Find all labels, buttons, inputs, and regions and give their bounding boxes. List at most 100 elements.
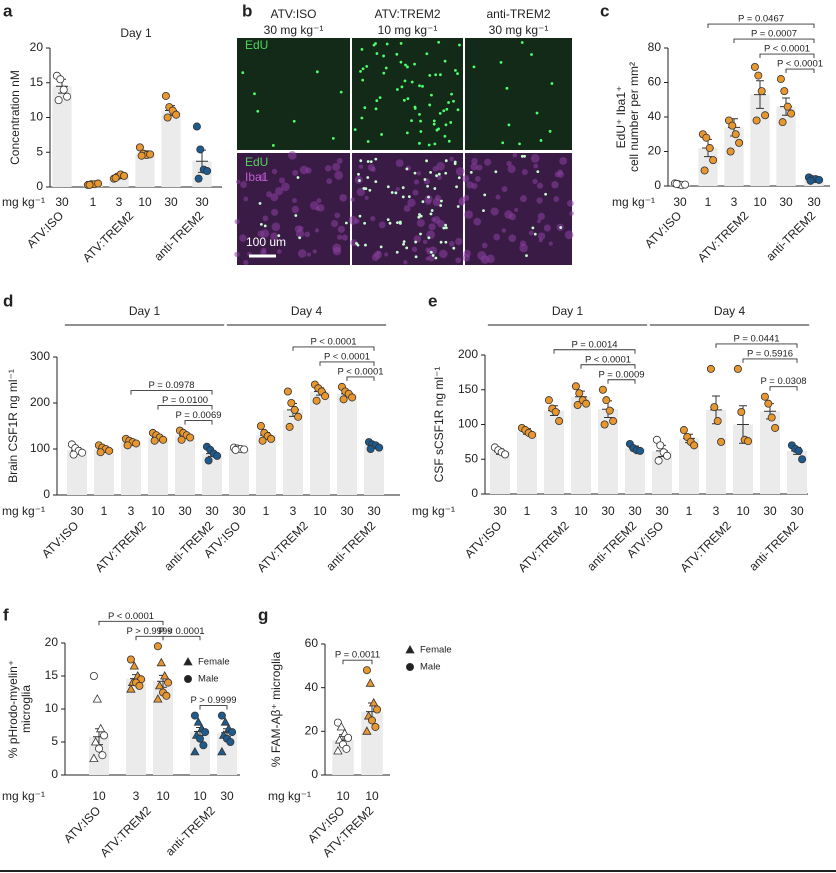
data-point (267, 434, 276, 443)
edu-cell (483, 193, 487, 197)
microglia (537, 212, 545, 220)
data-point (709, 156, 718, 165)
x-tick-label: 3 (128, 504, 135, 518)
microglia (239, 234, 247, 242)
y-tick-label: 60 (305, 636, 319, 650)
edu-cell (263, 224, 267, 228)
edu-cell (398, 220, 402, 224)
significance-bracket (135, 635, 164, 641)
edu-cell (402, 242, 405, 246)
edu-cell (405, 167, 409, 171)
data-point (120, 171, 129, 180)
data-point (731, 130, 740, 139)
p-value: P < 0.0001 (108, 611, 154, 622)
data-point (201, 728, 210, 737)
microglia (271, 168, 278, 175)
data-point (90, 736, 101, 746)
bar (310, 391, 330, 495)
group-label: ATV:TREM2 (254, 518, 311, 575)
microglia (314, 228, 320, 233)
data-point (59, 85, 68, 94)
microglia (292, 169, 299, 176)
bar (760, 411, 780, 494)
edu-cell (375, 52, 379, 55)
edu-cell (501, 141, 505, 145)
edu-cell (357, 172, 360, 176)
data-point (321, 392, 330, 401)
edu-cell (372, 43, 376, 47)
significance-bracket (759, 53, 815, 59)
scale-bar-label: 100 um (246, 235, 286, 249)
significance-bracket (742, 358, 798, 363)
microglia (455, 167, 465, 176)
y-axis-label: cell number per mm² (627, 62, 641, 172)
x-axis-label: mg kg⁻¹ (268, 789, 311, 803)
column-title: ATV:TREM2 (374, 7, 440, 21)
microglia (426, 249, 432, 255)
microglia (519, 243, 528, 253)
significance-bracket (346, 376, 375, 381)
edu-cell (429, 250, 433, 254)
microglia (436, 174, 442, 180)
edu-cell (413, 62, 416, 66)
data-point (344, 733, 353, 742)
edu-cell (366, 140, 370, 143)
edu-cell (399, 41, 403, 45)
y-tick-label: 0 (471, 486, 478, 500)
panel-letter: a (3, 1, 13, 20)
data-point (160, 670, 170, 680)
edu-cell (419, 232, 422, 236)
data-point (85, 180, 94, 189)
microglia (354, 218, 360, 224)
microglia (336, 234, 343, 240)
x-tick-label: 10 (156, 789, 170, 803)
x-tick-label: 3 (116, 195, 123, 209)
bar (776, 106, 796, 186)
data-point (54, 96, 63, 105)
microglia (411, 246, 418, 253)
data-point (177, 435, 186, 444)
x-axis-label: mg kg⁻¹ (612, 195, 655, 209)
data-point (672, 179, 681, 188)
edu-cell (435, 174, 438, 178)
data-point (98, 751, 107, 760)
data-point (135, 143, 144, 152)
data-point (778, 118, 787, 127)
microglia (480, 255, 490, 264)
edu-cell (548, 129, 552, 133)
data-point (702, 133, 711, 142)
data-point (290, 405, 299, 414)
x-tick-label: 30 (55, 195, 69, 209)
edu-cell (406, 65, 409, 69)
edu-cell (364, 243, 367, 247)
data-point (717, 437, 726, 446)
microglia (532, 178, 538, 185)
microglia (403, 260, 408, 265)
group-label: ATV:TREM2 (515, 518, 572, 575)
microglia (243, 260, 249, 266)
edu-cell (395, 250, 399, 254)
bar (94, 449, 114, 495)
microglia (350, 197, 355, 202)
edu-cell (559, 226, 563, 229)
x-tick-label: 30 (601, 504, 615, 518)
edu-image (352, 38, 463, 150)
row-label: EdU (245, 38, 268, 52)
bar (364, 445, 384, 495)
edu-cell (456, 72, 459, 76)
data-point (190, 746, 200, 756)
microglia (281, 182, 290, 192)
significance-bracket (184, 420, 213, 425)
panel-letter: f (3, 605, 9, 624)
microglia (370, 216, 376, 222)
data-point (551, 407, 560, 416)
x-tick-label: 30 (790, 504, 804, 518)
microglia (292, 198, 297, 203)
microglia (295, 229, 305, 238)
group-label: ATV:TREM2 (97, 803, 154, 860)
edu-cell (296, 176, 300, 179)
p-value: P < 0.0001 (324, 351, 370, 362)
bar (490, 451, 510, 494)
data-point (501, 450, 510, 459)
y-tick-label: 0 (654, 178, 661, 192)
